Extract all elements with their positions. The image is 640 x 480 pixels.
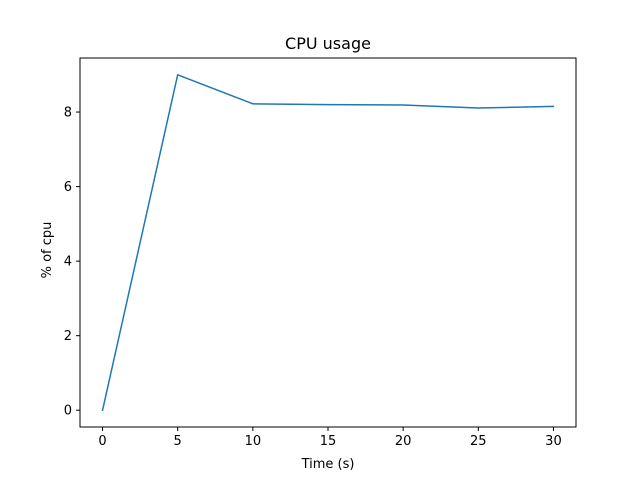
x-tick-label: 10 (245, 434, 262, 449)
x-tick-label: 30 (545, 434, 562, 449)
y-tick-label: 8 (64, 106, 72, 121)
y-tick-label: 6 (64, 180, 72, 195)
y-tick-label: 0 (64, 404, 72, 419)
y-tick-label: 4 (64, 255, 72, 270)
x-tick-label: 15 (320, 434, 337, 449)
x-tick-label: 5 (174, 434, 182, 449)
y-tick-label: 2 (64, 329, 72, 344)
plot-area: 0 5 10 15 20 25 30 0 2 4 6 8 (64, 57, 577, 449)
x-tick-label: 25 (470, 434, 487, 449)
y-axis-label: % of cpu (40, 222, 55, 279)
chart-title: CPU usage (285, 34, 371, 53)
x-axis-label: Time (s) (301, 457, 355, 472)
x-tick-label: 20 (395, 434, 412, 449)
x-tick-label: 0 (98, 434, 106, 449)
series-line-0 (101, 74, 555, 412)
